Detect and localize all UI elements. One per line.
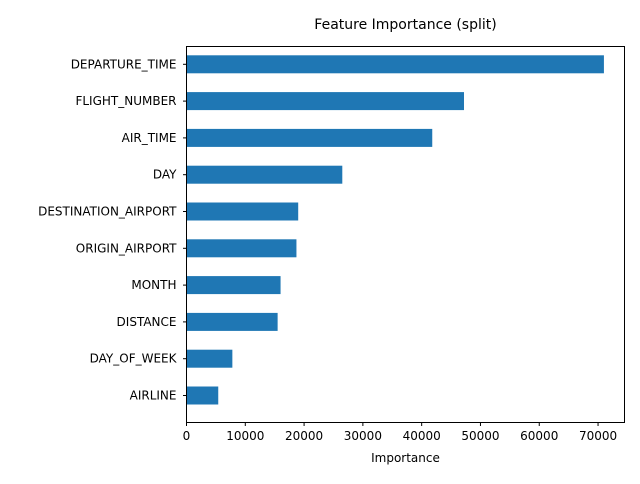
x-tick-label: 70000 xyxy=(579,429,617,443)
y-tick-label: DESTINATION_AIRPORT xyxy=(38,205,177,219)
y-tick-label: DAY xyxy=(153,168,177,182)
y-axis-ticks: DEPARTURE_TIME FLIGHT_NUMBER AIR_TIME DAY DE… xyxy=(38,57,187,403)
x-axis-label: Importance xyxy=(371,451,440,465)
y-tick-label: ORIGIN_AIRPORT xyxy=(76,241,177,255)
x-tick-label: 0 xyxy=(183,429,191,443)
bar-distance xyxy=(186,312,278,331)
bar-day xyxy=(186,165,343,184)
y-tick-label: MONTH xyxy=(131,278,176,292)
y-tick-label: FLIGHT_NUMBER xyxy=(75,94,176,108)
y-tick-label: DEPARTURE_TIME xyxy=(71,57,177,71)
bar-origin-airport xyxy=(186,239,297,258)
x-tick-label: 30000 xyxy=(344,429,382,443)
bar-departure-time xyxy=(186,55,604,74)
y-tick-label: DAY_OF_WEEK xyxy=(90,352,178,366)
y-tick-label: DISTANCE xyxy=(117,315,177,329)
x-tick-label: 40000 xyxy=(403,429,441,443)
bar-air-time xyxy=(186,128,433,147)
x-tick-label: 60000 xyxy=(520,429,558,443)
y-tick-label: AIR_TIME xyxy=(122,131,177,145)
chart-title: Feature Importance (split) xyxy=(314,17,496,33)
x-tick-label: 50000 xyxy=(461,429,499,443)
plot-frame xyxy=(186,46,625,423)
bar-destination-airport xyxy=(186,202,299,221)
y-tick-label: AIRLINE xyxy=(130,389,177,403)
bar-day-of-week xyxy=(186,349,233,368)
bar-flight-number xyxy=(186,92,464,111)
bar-month xyxy=(186,276,281,295)
bar-airline xyxy=(186,386,219,405)
x-tick-label: 20000 xyxy=(285,429,323,443)
bars-group xyxy=(186,55,604,405)
x-tick-label: 10000 xyxy=(226,429,264,443)
x-axis-ticks: 0 10000 20000 30000 40000 50000 60000 70000 xyxy=(183,422,617,443)
